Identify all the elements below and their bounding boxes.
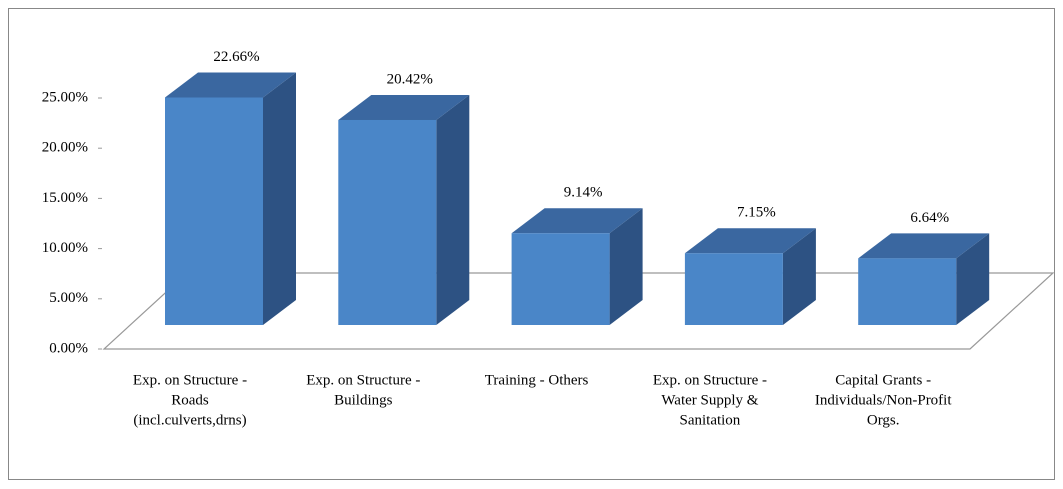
data-label: 7.15% [737, 205, 776, 221]
bar [511, 208, 643, 325]
y-tick-label: 25.00% [42, 89, 88, 105]
x-tick-label: Individuals/Non-Profit [815, 392, 952, 408]
bar-side [956, 233, 990, 325]
x-tick-label: Sanitation [679, 412, 740, 428]
y-tick-label: 0.00% [49, 340, 88, 356]
bar-front [165, 97, 263, 326]
x-tick-label: Water Supply & [661, 392, 758, 408]
bar-side [263, 72, 296, 326]
bar-front [511, 233, 610, 325]
floor [102, 272, 1055, 350]
bar [858, 233, 990, 325]
y-tick-label: 20.00% [42, 140, 88, 156]
data-label: 22.66% [213, 49, 259, 65]
x-tick-label: Exp. on Structure - [306, 372, 420, 388]
bar-front [338, 119, 437, 325]
x-tick-label: Exp. on Structure - [133, 372, 247, 388]
data-label: 20.42% [387, 71, 433, 87]
bar-side [436, 94, 470, 325]
data-label: 6.64% [910, 210, 949, 226]
bar-top [858, 233, 990, 259]
bar-top [338, 94, 470, 120]
bar-top [165, 72, 296, 98]
bar-side [609, 208, 643, 325]
bar [165, 72, 296, 326]
y-tick-label: 15.00% [42, 190, 88, 206]
bar [684, 228, 816, 325]
bar-front [858, 258, 957, 325]
x-tick-label: Buildings [334, 392, 393, 408]
bar [338, 94, 470, 325]
bar-front [684, 253, 783, 325]
x-tick-label: Roads [171, 392, 209, 408]
x-tick-label: (incl.culverts,drns) [133, 412, 246, 428]
y-tick-label: 10.00% [42, 240, 88, 256]
x-tick-label: Capital Grants - [835, 372, 931, 388]
bar-top [511, 208, 643, 234]
x-tick-label: Exp. on Structure - [653, 372, 767, 388]
bar-top [684, 228, 816, 254]
bar-side [782, 228, 816, 325]
y-tick-label: 5.00% [49, 290, 88, 306]
x-tick-label: Orgs. [867, 412, 900, 428]
data-label: 9.14% [564, 185, 603, 201]
x-tick-label: Training - Others [485, 372, 589, 388]
